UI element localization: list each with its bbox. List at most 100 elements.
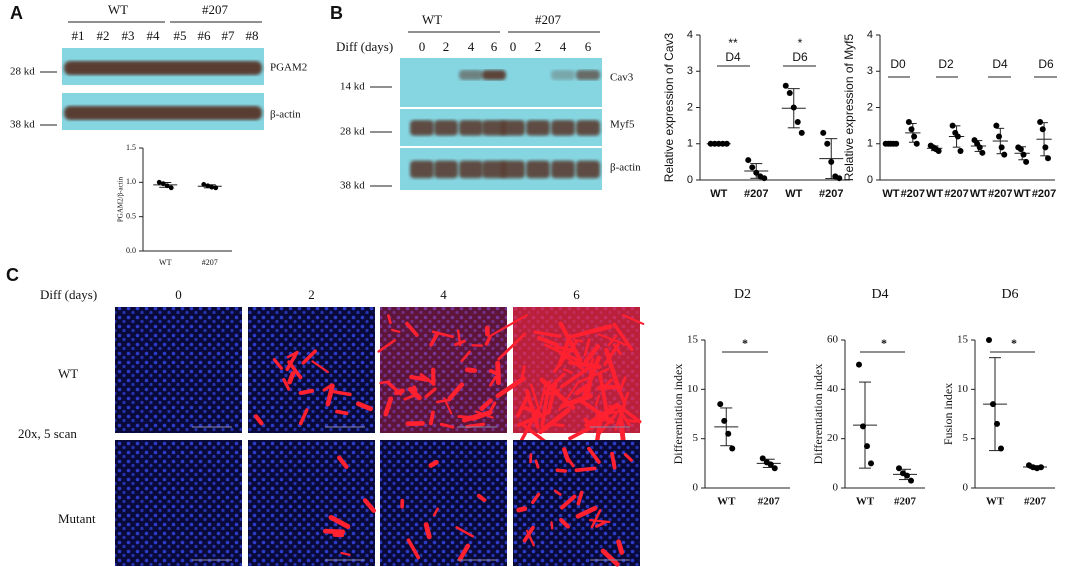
lane-label: 0 — [419, 39, 426, 54]
data-point — [896, 465, 902, 472]
size-marker: 28 kd — [10, 66, 35, 78]
myotube — [595, 521, 606, 528]
myotube — [547, 379, 558, 414]
x-tick-label: #207 — [988, 188, 1012, 200]
myotube — [531, 492, 541, 505]
x-tick-label: #207 — [901, 188, 925, 200]
myotube — [335, 409, 349, 416]
data-point — [979, 149, 986, 156]
data-point — [990, 401, 996, 408]
column-label: 0 — [175, 287, 182, 302]
myotube — [529, 383, 540, 410]
band-label: PGAM2 — [270, 62, 307, 74]
data-point — [820, 129, 827, 136]
data-point — [836, 175, 843, 182]
data-point — [745, 157, 752, 164]
data-point — [949, 122, 956, 129]
x-tick-label: WT — [986, 496, 1005, 508]
myotube — [464, 367, 478, 373]
myotube — [387, 314, 392, 325]
myotube — [550, 521, 554, 530]
band — [64, 105, 262, 121]
y-tick-label: 15 — [687, 334, 699, 346]
y-tick-label: 2 — [867, 101, 873, 113]
lane-label: #4 — [147, 28, 161, 43]
x-tick-label: WT — [710, 188, 727, 200]
y-axis-label: Differentiation index — [811, 364, 825, 465]
band — [576, 70, 600, 80]
myotube — [554, 345, 579, 354]
myotube — [583, 344, 601, 364]
myotube — [612, 322, 634, 352]
data-point — [1037, 119, 1044, 125]
annotation: * — [1011, 336, 1017, 350]
group-label: WT — [108, 2, 128, 17]
x-tick-label: #207 — [744, 188, 768, 200]
size-marker: 28 kd — [340, 126, 365, 138]
data-point — [1017, 146, 1024, 153]
myotube — [559, 494, 577, 510]
myotube — [454, 339, 466, 347]
y-tick-label: 1 — [867, 138, 873, 150]
size-marker: 38 kd — [340, 180, 365, 192]
x-tick-label: WT — [856, 496, 875, 508]
y-tick-label: 0 — [693, 482, 699, 494]
data-point — [904, 472, 910, 479]
data-point — [828, 158, 835, 165]
myotube — [522, 405, 541, 415]
myotube — [495, 376, 526, 399]
myotube — [583, 338, 591, 357]
data-point — [798, 129, 805, 136]
myotube — [429, 410, 435, 426]
y-tick-label: 4 — [687, 29, 693, 41]
data-point — [1042, 144, 1049, 151]
annotation: * — [798, 36, 803, 50]
row-label: Mutant — [58, 511, 96, 526]
annotation: D4 — [992, 57, 1008, 71]
data-point — [993, 122, 1000, 129]
data-point — [893, 140, 900, 147]
lane-label: 4 — [560, 39, 567, 54]
myotube — [596, 412, 618, 437]
myotube — [476, 493, 487, 503]
axis-label: Diff (days) — [40, 287, 97, 302]
annotation: D6 — [792, 50, 808, 64]
panel-letter: B — [330, 3, 343, 23]
x-tick-label: #207 — [202, 258, 218, 267]
myotube — [497, 332, 527, 361]
row-label: WT — [58, 366, 78, 381]
data-point — [759, 455, 766, 462]
myotube — [429, 331, 440, 347]
band-label: β-actin — [270, 109, 301, 121]
y-tick-label: 5 — [693, 432, 699, 444]
myotube — [311, 360, 329, 374]
myotube — [495, 360, 501, 386]
data-point — [824, 140, 831, 147]
band — [551, 120, 575, 136]
data-point — [725, 430, 732, 437]
y-tick-label: 0.5 — [126, 211, 136, 220]
size-marker: 14 kd — [340, 81, 365, 93]
annotation: * — [881, 336, 887, 350]
myotube — [285, 351, 299, 372]
data-point — [729, 445, 736, 452]
myotube — [582, 324, 613, 336]
myotube — [465, 422, 486, 429]
data-point — [160, 181, 166, 187]
column-label: 2 — [308, 287, 315, 302]
data-point — [168, 185, 174, 191]
band — [576, 120, 600, 136]
myotube — [604, 347, 622, 393]
annotation: D0 — [890, 57, 906, 71]
x-tick-label: #207 — [894, 496, 917, 508]
band — [482, 160, 506, 179]
myotube — [598, 372, 610, 417]
data-point — [1045, 155, 1051, 162]
column-label: 4 — [440, 287, 447, 302]
data-point — [156, 179, 162, 185]
y-axis-label: Fusion index — [941, 383, 955, 445]
myotube — [407, 386, 422, 401]
myotube — [377, 339, 397, 353]
data-point — [723, 140, 730, 147]
lane-label: 6 — [585, 39, 592, 54]
